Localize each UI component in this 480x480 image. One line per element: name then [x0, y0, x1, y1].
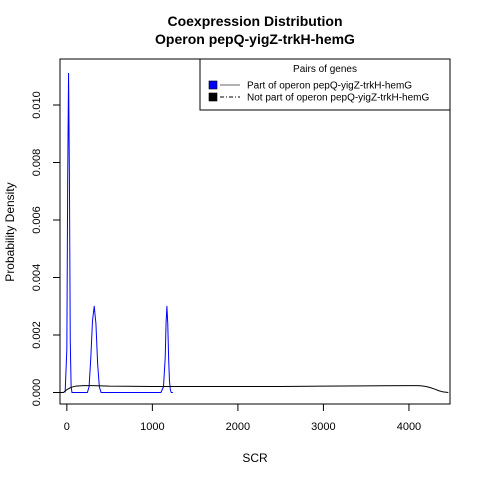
y-axis-label: Probability Density [3, 182, 17, 281]
legend-entry-label: Part of operon pepQ-yigZ-trkH-hemG [247, 81, 412, 92]
y-axis: 0.000 0.002 0.004 0.006 0.008 0.010 [31, 91, 61, 407]
legend: Pairs of genes Part of operon pepQ-yigZ-… [199, 58, 451, 111]
legend-swatch [208, 80, 218, 90]
y-tick-label: 0.004 [31, 264, 43, 292]
x-tick-label: 3000 [311, 421, 335, 433]
y-tick-label: 0.002 [31, 321, 43, 349]
chart-subtitle: Operon pepQ-yigZ-trkH-hemG [155, 31, 355, 47]
y-tick-label: 0.008 [31, 149, 43, 177]
series-line-0 [64, 72, 173, 393]
y-tick-label: 0.010 [31, 91, 43, 119]
chart-title: Coexpression Distribution [167, 13, 342, 29]
y-tick-label: 0.006 [31, 206, 43, 234]
y-tick-label: 0.000 [31, 379, 43, 407]
legend-swatch [208, 92, 218, 102]
series-layer [58, 72, 449, 393]
x-tick-label: 2000 [226, 421, 250, 433]
series-line-1 [58, 385, 449, 393]
x-tick-label: 0 [64, 421, 70, 433]
x-tick-label: 1000 [140, 421, 164, 433]
x-axis-label: SCR [242, 451, 268, 465]
legend-entry-label: Not part of operon pepQ-yigZ-trkH-hemG [247, 93, 430, 104]
x-axis: 0 1000 2000 3000 4000 [64, 403, 421, 433]
x-tick-label: 4000 [397, 421, 421, 433]
legend-title: Pairs of genes [293, 64, 357, 75]
legend-box [199, 58, 451, 111]
